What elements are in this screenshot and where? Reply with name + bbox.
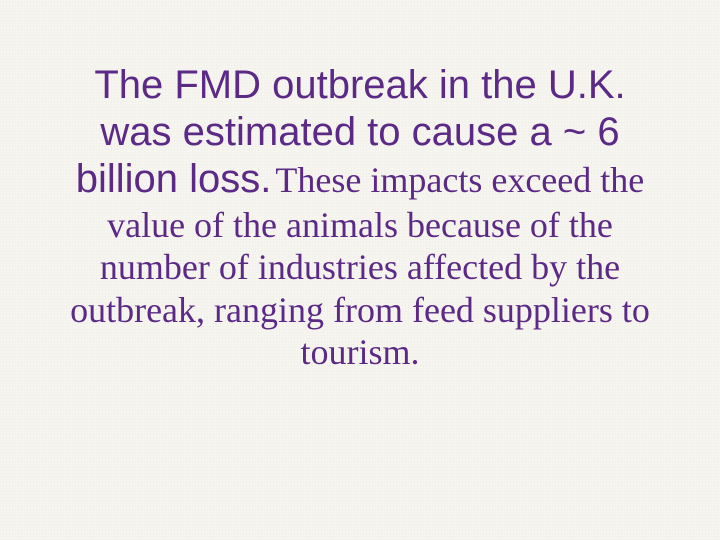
slide-paragraph: The FMD outbreak in the U.K. was estimat…	[58, 62, 662, 373]
slide-content: The FMD outbreak in the U.K. was estimat…	[0, 0, 720, 373]
